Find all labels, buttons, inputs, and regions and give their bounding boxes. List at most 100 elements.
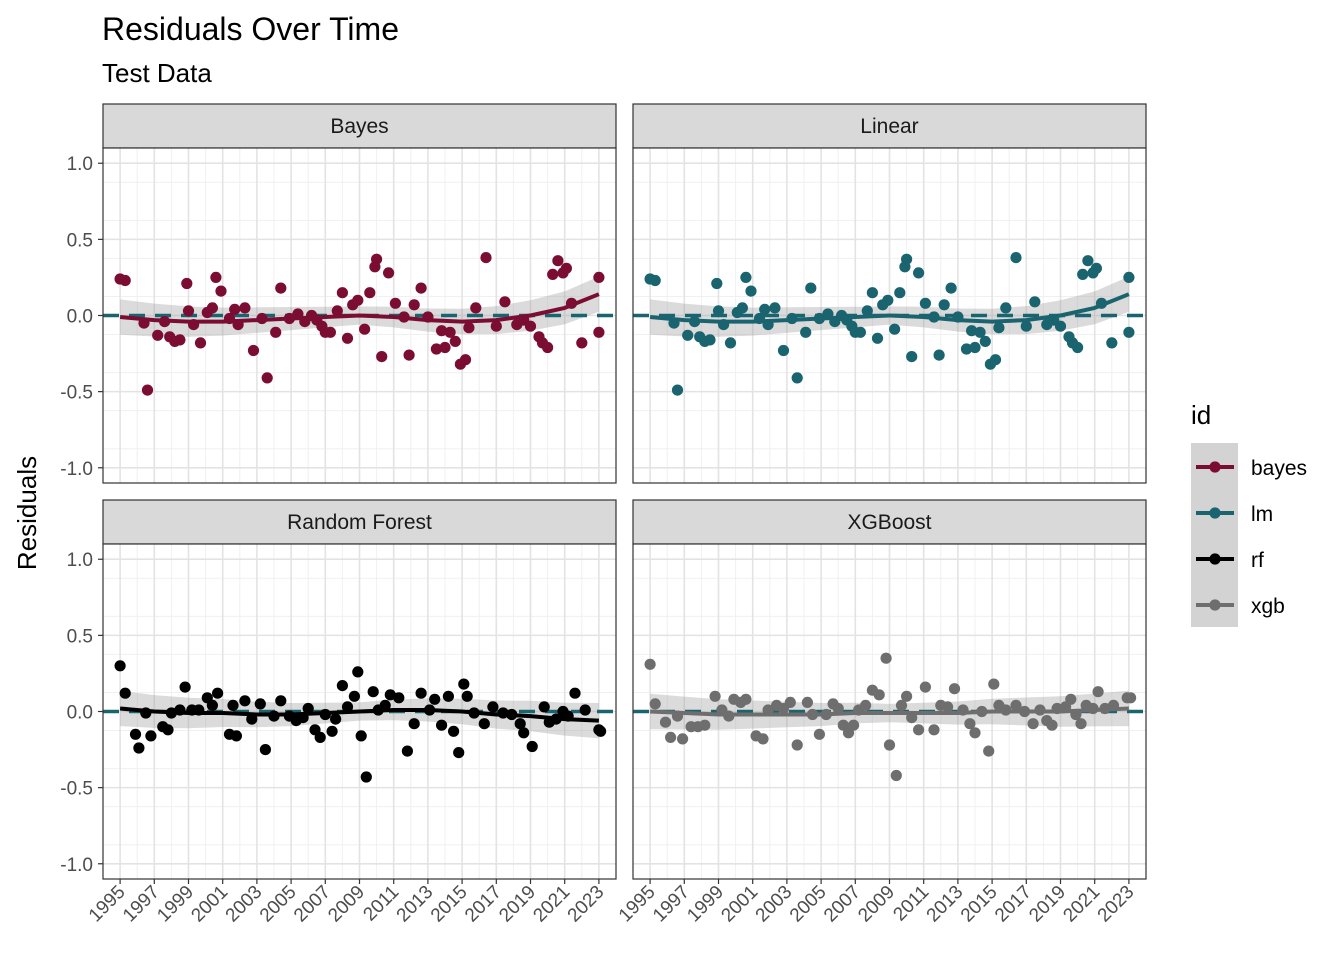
data-point xyxy=(871,332,884,344)
strip-header xyxy=(102,499,617,545)
data-point xyxy=(988,678,1000,690)
data-point xyxy=(736,302,749,314)
panel-border xyxy=(632,147,1147,484)
data-point xyxy=(444,326,456,338)
data-point xyxy=(162,724,174,736)
data-point xyxy=(181,277,193,290)
data-point xyxy=(745,285,757,297)
data-point xyxy=(800,326,812,338)
data-point xyxy=(119,687,131,699)
legend-key-point xyxy=(1209,553,1221,565)
x-tick-label: 2023 xyxy=(564,882,609,927)
strip-label: XGBoost xyxy=(847,511,931,534)
x-tick-label: 2005 xyxy=(786,882,831,927)
data-point xyxy=(442,690,454,702)
data-point xyxy=(314,731,326,744)
data-point xyxy=(152,329,164,341)
data-point xyxy=(403,349,415,361)
data-point xyxy=(302,702,314,715)
data-point xyxy=(459,354,472,366)
x-tick-label: 2007 xyxy=(290,882,335,927)
data-point xyxy=(1090,262,1102,274)
data-point xyxy=(860,699,872,712)
y-tick-label: 0.5 xyxy=(67,230,93,251)
legend: id bayes lm rf xgb xyxy=(1191,400,1307,627)
chart-title: Residuals Over Time xyxy=(102,11,399,47)
legend-label-lm: lm xyxy=(1251,503,1273,526)
data-point xyxy=(141,384,154,396)
facet-panels: Bayes 1.0 0.5 0.0 -0.5 -1.0 Linear Random Fores… xyxy=(60,103,1147,927)
data-point xyxy=(430,343,442,355)
data-point xyxy=(194,337,207,349)
data-point xyxy=(133,742,145,754)
x-tick-label: 2021 xyxy=(529,882,574,927)
data-point xyxy=(1046,719,1058,731)
data-point xyxy=(671,384,684,396)
data-point xyxy=(212,687,224,699)
data-point xyxy=(487,701,499,713)
x-tick-label: 2005 xyxy=(256,882,301,927)
data-point xyxy=(415,687,427,699)
data-point xyxy=(436,325,448,337)
data-point xyxy=(974,326,986,338)
x-tick-label: 1995 xyxy=(615,882,660,927)
data-point xyxy=(665,731,677,744)
data-point xyxy=(964,718,976,730)
data-point xyxy=(179,681,191,693)
data-point xyxy=(901,690,913,702)
data-point xyxy=(1077,268,1089,280)
data-point xyxy=(682,329,694,341)
data-point xyxy=(832,702,844,715)
smooth-line xyxy=(119,292,600,324)
data-point xyxy=(649,698,661,710)
data-point xyxy=(769,302,781,314)
data-point xyxy=(210,271,222,283)
data-point xyxy=(1123,271,1135,283)
facet-panel-lm: Linear xyxy=(632,103,1147,484)
facet-panel-bayes: Bayes 1.0 0.5 0.0 -0.5 -1.0 xyxy=(60,103,617,484)
x-tick-label: 1995 xyxy=(85,882,130,927)
data-point xyxy=(895,699,908,712)
data-point xyxy=(945,282,957,294)
data-point xyxy=(259,744,271,756)
data-point xyxy=(969,727,981,739)
data-point xyxy=(239,695,251,707)
data-point xyxy=(453,747,465,759)
x-tick-label: 2007 xyxy=(820,882,865,927)
data-point xyxy=(704,334,716,346)
y-tick-label: -1.0 xyxy=(60,855,93,876)
data-point xyxy=(490,320,502,332)
data-point xyxy=(1125,692,1137,704)
data-point xyxy=(526,740,538,753)
data-point xyxy=(376,351,388,363)
data-point xyxy=(919,297,932,309)
data-point xyxy=(229,303,241,315)
data-point xyxy=(791,372,803,384)
data-point xyxy=(480,252,492,264)
data-point xyxy=(882,294,894,306)
y-tick-label: 0.0 xyxy=(67,703,93,724)
data-point xyxy=(389,297,401,309)
x-tick-label: 2013 xyxy=(923,882,968,927)
data-point xyxy=(230,730,242,742)
x-tick-label: 2001 xyxy=(187,882,232,927)
data-point xyxy=(401,745,413,757)
data-point xyxy=(913,267,925,279)
data-point xyxy=(461,690,473,702)
data-point xyxy=(379,699,391,712)
strip-label: Linear xyxy=(860,115,918,138)
x-tick-label: 2011 xyxy=(359,882,403,926)
data-point xyxy=(890,769,902,782)
data-point xyxy=(275,282,287,294)
data-point xyxy=(866,287,879,299)
data-point xyxy=(408,299,420,311)
data-point xyxy=(499,296,511,308)
data-point xyxy=(470,302,482,314)
data-point xyxy=(449,335,461,347)
data-point xyxy=(415,282,427,294)
legend-label-rf: rf xyxy=(1251,549,1264,572)
data-point xyxy=(919,681,932,693)
data-point xyxy=(889,323,901,335)
x-tick-label: 2023 xyxy=(1094,882,1139,927)
